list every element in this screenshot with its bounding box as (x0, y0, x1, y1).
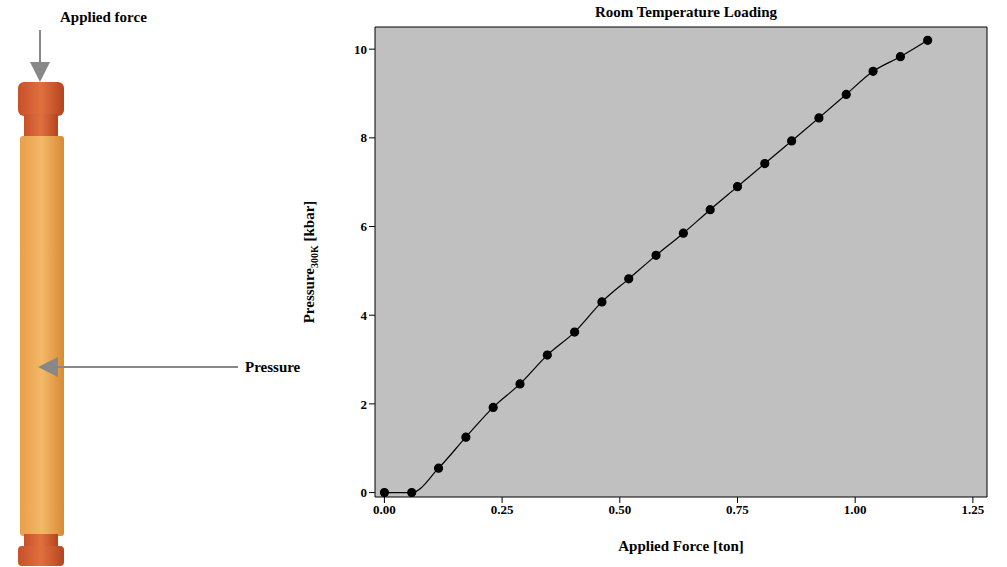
svg-text:2: 2 (361, 397, 368, 412)
svg-text:10: 10 (354, 42, 367, 57)
svg-text:Pressure: Pressure (245, 359, 301, 375)
svg-text:8: 8 (361, 130, 368, 145)
svg-text:1.00: 1.00 (844, 502, 867, 517)
svg-text:0.75: 0.75 (726, 502, 749, 517)
svg-text:Applied force: Applied force (60, 9, 147, 25)
svg-text:6: 6 (361, 219, 368, 234)
svg-text:0.50: 0.50 (608, 502, 631, 517)
svg-text:0.25: 0.25 (491, 502, 514, 517)
svg-text:0: 0 (361, 485, 368, 500)
html-text:Room Temperature Loading: Room Temperature Loading (594, 4, 778, 20)
svg-text:Applied Force [ton]: Applied Force [ton] (618, 538, 744, 554)
svg-text:0.00: 0.00 (373, 502, 396, 517)
svg-text:Pressure300K [kbar]: Pressure300K [kbar] (301, 201, 320, 324)
svg-text:1.25: 1.25 (962, 502, 985, 517)
svg-text:4: 4 (361, 308, 368, 323)
